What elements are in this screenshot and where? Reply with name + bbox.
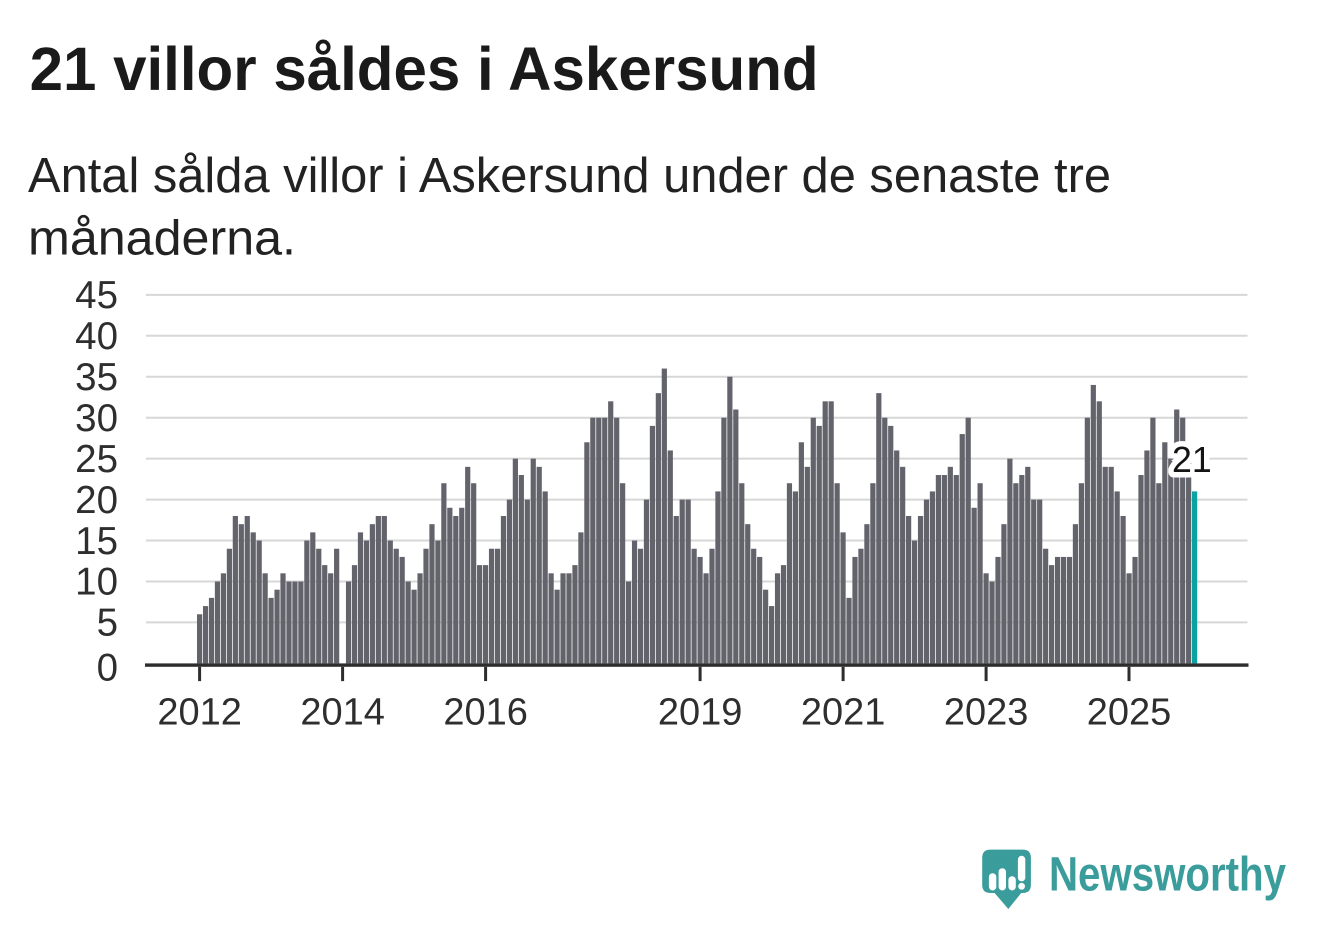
svg-text:månaderna.: månaderna.	[28, 212, 296, 266]
svg-text:15: 15	[75, 520, 118, 563]
svg-text:21 villor såldes i Askersund: 21 villor såldes i Askersund	[30, 35, 819, 103]
svg-text:2023: 2023	[944, 691, 1029, 733]
svg-text:0: 0	[97, 647, 118, 690]
svg-text:2014: 2014	[300, 691, 385, 733]
svg-text:2021: 2021	[801, 691, 886, 733]
svg-text:2025: 2025	[1087, 691, 1172, 733]
svg-text:2019: 2019	[658, 691, 743, 733]
svg-text:45: 45	[75, 274, 118, 317]
svg-text:Newsworthy: Newsworthy	[1049, 849, 1286, 902]
svg-text:Antal sålda villor i Askersund: Antal sålda villor i Askersund under de …	[28, 149, 1111, 203]
svg-text:25: 25	[75, 438, 118, 481]
svg-text:5: 5	[97, 602, 118, 645]
svg-text:2012: 2012	[157, 691, 242, 733]
svg-text:10: 10	[75, 561, 118, 604]
svg-text:35: 35	[75, 356, 118, 399]
svg-text:30: 30	[75, 397, 118, 440]
svg-text:21: 21	[1172, 440, 1212, 480]
svg-text:20: 20	[75, 479, 118, 522]
svg-text:2016: 2016	[443, 691, 528, 733]
svg-text:40: 40	[75, 315, 118, 358]
